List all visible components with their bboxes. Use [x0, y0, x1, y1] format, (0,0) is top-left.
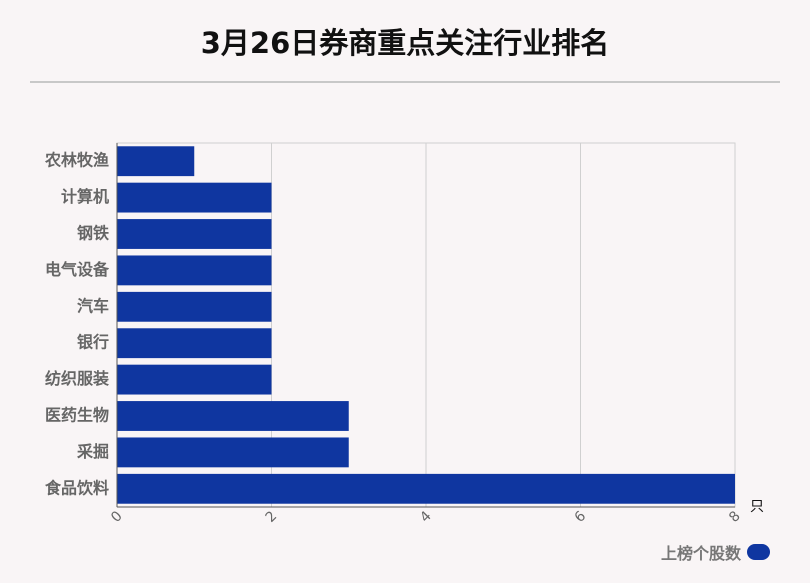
bar [117, 255, 272, 286]
x-unit-label: 只 [750, 499, 764, 515]
bar [117, 364, 272, 395]
category-label: 食品饮料 [44, 478, 109, 497]
category-label: 医药生物 [45, 406, 109, 425]
category-label: 电气设备 [45, 260, 110, 279]
x-tick-label: 2 [263, 508, 281, 526]
bar [117, 473, 735, 504]
bar [117, 219, 272, 249]
category-label: 汽车 [77, 296, 109, 315]
category-label: 钢铁 [77, 224, 109, 243]
category-label: 采掘 [76, 442, 109, 461]
legend[interactable]: 上榜个股数 [661, 541, 770, 563]
category-label: 农林牧渔 [44, 151, 109, 170]
category-label: 计算机 [61, 187, 109, 206]
x-tick-label: 8 [726, 508, 744, 526]
bar [117, 182, 272, 213]
x-tick-label: 0 [108, 508, 126, 526]
bar [117, 437, 349, 468]
category-label: 银行 [77, 333, 109, 352]
legend-swatch [747, 544, 770, 560]
x-tick-label: 6 [572, 508, 590, 526]
chart-title: 3月26日券商重点关注行业排名 [200, 26, 610, 60]
legend-label: 上榜个股数 [660, 544, 741, 563]
bar [117, 328, 272, 359]
bar [117, 401, 349, 431]
bar [117, 291, 272, 322]
x-tick-label: 4 [417, 508, 435, 526]
category-label: 纺织服装 [45, 369, 109, 388]
bar [117, 146, 195, 177]
title-divider [30, 81, 780, 83]
